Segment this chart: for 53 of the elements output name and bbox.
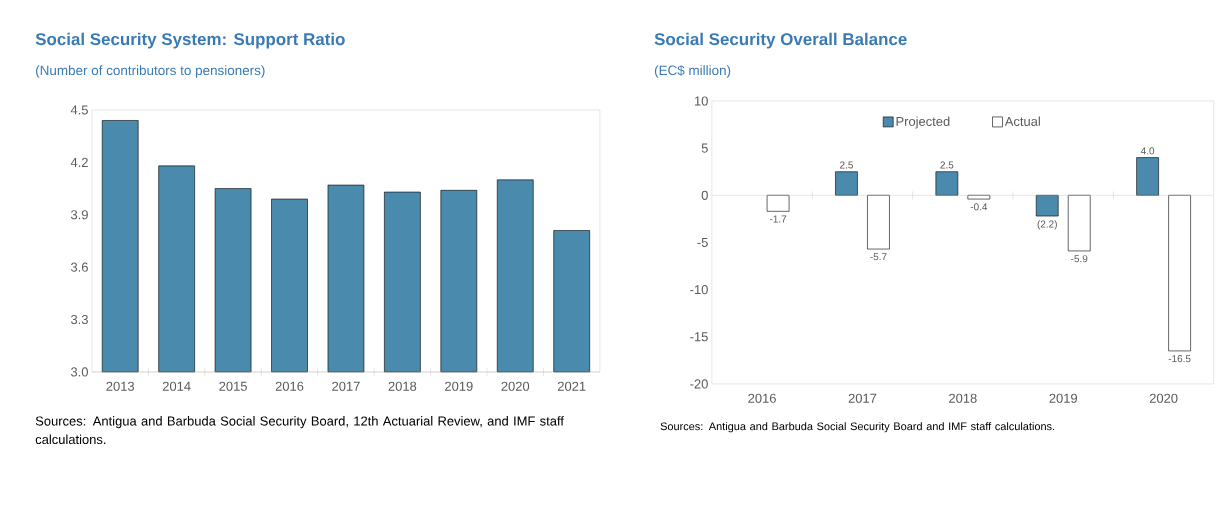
x-tick-label: 2016 <box>275 381 304 391</box>
y-tick-label: 3.6 <box>70 262 88 272</box>
source-note: Sources: Antigua and Barbuda Social Security Board, 12th Actuarial Review, and IMF staff calculations. <box>35 416 564 445</box>
bar <box>1136 157 1159 196</box>
bar <box>867 195 890 250</box>
x-tick-label: 2019 <box>1049 393 1078 403</box>
x-tick-label: 2017 <box>848 393 877 403</box>
y-tick-label: -10 <box>690 285 708 295</box>
y-tick-label: 0 <box>701 190 708 200</box>
legend-label: Projected <box>896 116 950 129</box>
x-tick-label: 2014 <box>162 381 191 391</box>
chart-title: Social Security Overall Balance <box>654 32 907 49</box>
y-tick-label: 3.9 <box>70 210 88 220</box>
y-tick-label: 5 <box>701 143 708 153</box>
y-tick-label: 3.3 <box>70 315 88 325</box>
data-label: -16.5 <box>1168 355 1191 363</box>
y-tick-label: 3.0 <box>70 367 88 377</box>
data-label: -5.7 <box>870 253 887 261</box>
source-note: Sources: Antigua and Barbuda Social Security Board and IMF staff calculations. <box>660 422 1055 433</box>
y-tick-label: -20 <box>690 379 708 389</box>
x-tick-label: 2018 <box>388 381 417 391</box>
y-tick-label: 10 <box>694 96 708 106</box>
bar <box>935 171 959 196</box>
bar <box>967 195 991 200</box>
data-label: 2.5 <box>840 161 853 169</box>
y-tick-label: -15 <box>690 332 708 342</box>
bar <box>1168 195 1191 352</box>
data-label: (2.2) <box>1037 220 1057 230</box>
chart-subtitle: (Number of contributors to pensioners) <box>36 65 265 78</box>
y-tick-label: -5 <box>697 237 708 248</box>
x-tick-label: 2020 <box>1149 393 1178 403</box>
data-label: -0.4 <box>970 203 988 211</box>
bar <box>1035 195 1059 217</box>
x-tick-label: 2015 <box>219 381 247 391</box>
bar <box>766 195 790 212</box>
y-tick-label: 4.5 <box>70 105 88 115</box>
y-tick-label: 4.2 <box>70 157 88 167</box>
data-label: 4.0 <box>1140 147 1155 155</box>
x-tick-label: 2018 <box>949 393 977 403</box>
bar <box>1067 195 1091 252</box>
data-label: -1.7 <box>769 215 787 223</box>
x-tick-label: 2021 <box>557 381 586 391</box>
x-tick-label: 2020 <box>501 381 530 391</box>
x-tick-label: 2013 <box>106 381 135 391</box>
chart-title: Social Security System: Support Ratio <box>35 32 345 49</box>
data-label: -5.9 <box>1071 255 1088 263</box>
x-tick-label: 2019 <box>445 381 473 391</box>
chart-subtitle: (EC$ million) <box>654 65 731 78</box>
legend-label: Actual <box>1004 116 1040 127</box>
x-tick-label: 2017 <box>332 381 360 391</box>
x-tick-label: 2016 <box>748 393 776 403</box>
bar <box>835 171 858 196</box>
data-label: 2.5 <box>940 161 954 169</box>
